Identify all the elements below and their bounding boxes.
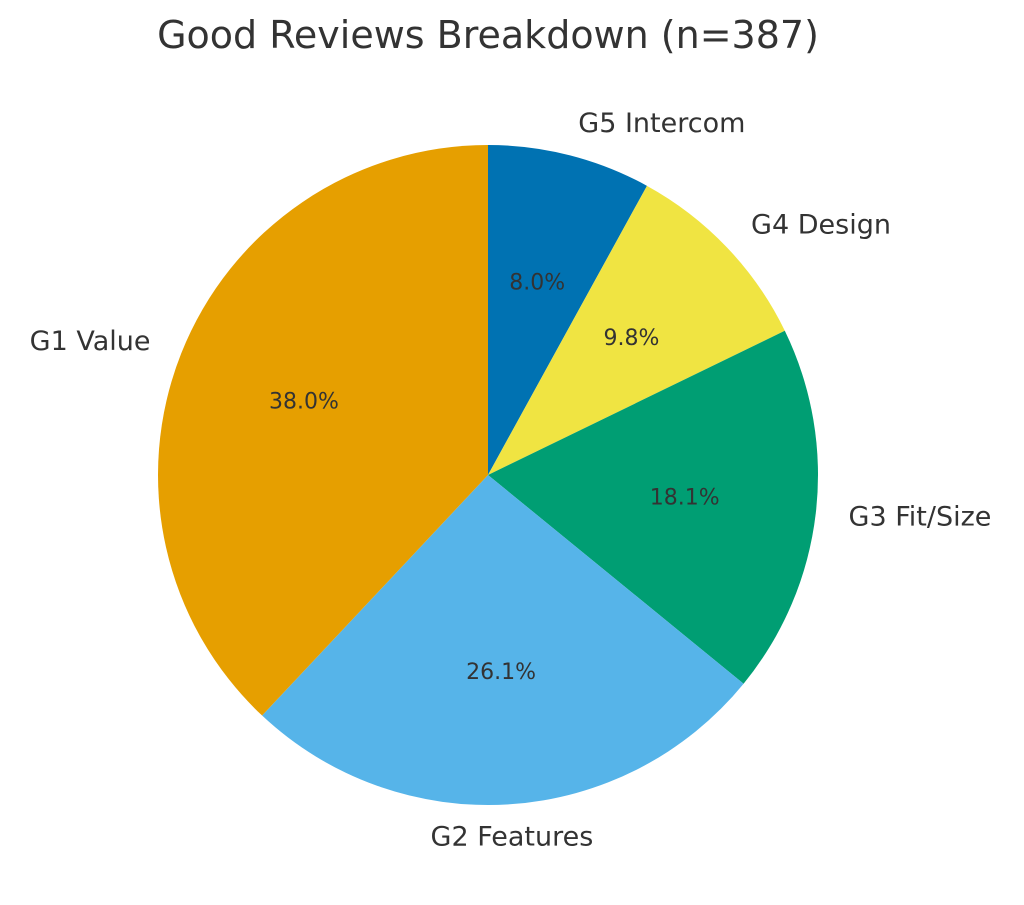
pie-slice-g4-design [488, 185, 785, 475]
pie-slice-label: G4 Design [751, 209, 891, 240]
pie-percent-label: 26.1% [466, 660, 536, 685]
pie-slice-labels: G5 Intercom G4 Design G3 Fit/Size G2 Featur… [30, 108, 992, 853]
pie-slice-label: G1 Value [30, 326, 151, 357]
pie-percent-label: 18.1% [650, 485, 720, 510]
pie-slice-g3-fit-size [488, 330, 819, 684]
pie-slice-label: G5 Intercom [578, 108, 745, 139]
pie-slice-g2-features [262, 475, 744, 806]
pie-slice-g5-intercom [488, 145, 647, 475]
pie-percent-labels: 8.0% 9.8% 18.1% 26.1% 38.0% [269, 271, 720, 685]
pie-slice-label: G2 Features [431, 822, 594, 853]
pie-slice-label: G3 Fit/Size [849, 502, 992, 533]
pie-slice-g1-value [158, 145, 489, 716]
pie-slices [158, 145, 819, 806]
chart-title: Good Reviews Breakdown (n=387) [157, 13, 819, 57]
pie-percent-label: 38.0% [269, 390, 339, 415]
pie-percent-label: 9.8% [604, 326, 660, 351]
pie-percent-label: 8.0% [509, 271, 565, 296]
